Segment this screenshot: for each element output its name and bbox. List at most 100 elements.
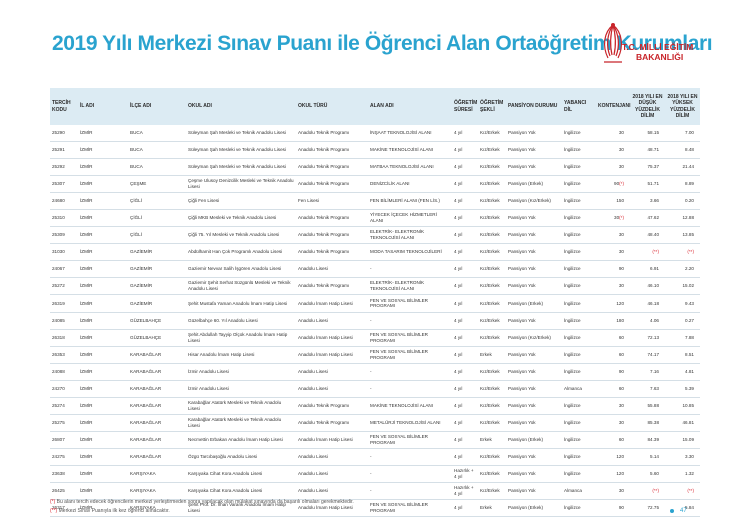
cell-pansiyon-durumu: Pansiyon (Kız/Erkek) [506, 329, 562, 347]
cell-ilce-adi: GAZİEMİR [128, 260, 186, 279]
cell-okul-turu: Anadolu Teknik Programı [296, 175, 368, 194]
cell-yabanci-dil: Almanca [562, 380, 596, 398]
cell-ilce-adi: GÜZELBAHÇE [128, 312, 186, 330]
cell-ogretim-sekli: Kız/Erkek [478, 260, 506, 279]
table-row: 25275 İZMİR KARABAĞLAR Karabağlar Atatürk M… [50, 414, 700, 432]
cell-ogretim-suresi: 4 yıl [452, 125, 478, 143]
cell-okul-adi: Güzelbahçe 60. Yıl Anadolu Lisesi [186, 312, 296, 330]
cell-alan-adi: - [368, 482, 452, 501]
cell-ogretim-sekli: Kız/Erkek [478, 448, 506, 466]
cell-pansiyon-durumu: Pansiyon (Erkek) [506, 431, 562, 449]
cell-il-adi: İZMİR [78, 243, 128, 262]
cell-pansiyon-durumu: Pansiyon Yok [506, 482, 562, 501]
cell-yabanci-dil: İngilizce [562, 243, 596, 262]
cell-ogretim-sekli: Kız/Erkek [478, 209, 506, 228]
footnote-2: (**) Merkezi Sınav Puanıyla ilk kez öğre… [50, 507, 354, 516]
cell-en-dusuk-dilim: 47.62 [630, 209, 665, 228]
cell-en-dusuk-dilim: 48.71 [630, 141, 665, 160]
page-number: 47 [680, 508, 687, 514]
cell-okul-adi: Karşıyaka Cihat Kora Anadolu Lisesi [186, 482, 296, 501]
cell-pansiyon-durumu: Pansiyon (Erkek) [506, 175, 562, 194]
ministry-logo: T.C. MİLLİ EĞİTİM BAKANLIĞI [598, 18, 693, 78]
cell-en-dusuk-dilim: 7.63 [630, 380, 665, 398]
cell-en-yuksek-dilim: 21.44 [665, 158, 700, 177]
cell-pansiyon-durumu: Pansiyon Yok [506, 380, 562, 398]
cell-ogretim-sekli: Kız/Erkek [478, 277, 506, 296]
cell-ogretim-suresi: 4 yıl [452, 209, 478, 228]
table-row: 26318 İZMİR GÜZELBAHÇE Şehit Abdullah Tayyi… [50, 329, 700, 347]
cell-ogretim-sekli: Kız/Erkek [478, 363, 506, 381]
cell-alan-adi: MAKİNE TEKNOLOJİSİ ALANI [368, 397, 452, 415]
cell-okul-adi: Gaziemir Şehit Serhat Süzgünlü Mesleki v… [186, 277, 296, 296]
cell-kontenjan: 90 [596, 499, 630, 518]
cell-kontenjan: 30 [596, 158, 630, 177]
cell-il-adi: İZMİR [78, 277, 128, 296]
cell-tercih-kodu: 26318 [50, 329, 78, 347]
cell-kontenjan: 60 [596, 329, 630, 347]
cell-yabanci-dil: İngilizce [562, 125, 596, 143]
cell-en-yuksek-dilim: 3.30 [665, 448, 700, 466]
cell-en-dusuk-dilim: 72.75 [630, 499, 665, 518]
cell-alan-adi: YİYECEK İÇECEK HİZMETLERİ ALANI [368, 209, 452, 228]
col-header-kontenjan: KONTENJANI [596, 88, 631, 125]
cell-en-yuksek-dilim: 8.89 [665, 175, 700, 194]
cell-alan-adi: MODA TASARIM TEKNOLOJİLERİ [368, 243, 452, 262]
cell-ilce-adi: GÜZELBAHÇE [128, 329, 186, 347]
cell-pansiyon-durumu: Pansiyon Yok [506, 312, 562, 330]
cell-okul-adi: Karabağlar Atatürk Mesleki ve Teknik Ana… [186, 414, 296, 432]
cell-yabanci-dil: İngilizce [562, 397, 596, 415]
cell-ogretim-sekli: Kız/Erkek [478, 158, 506, 177]
cell-ogretim-suresi: 4 yıl [452, 329, 478, 347]
table-row: 24067 İZMİR GAZİEMİR Gaziemir Nevvar Salih … [50, 260, 700, 279]
cell-ogretim-sekli: Kız/Erkek [478, 243, 506, 262]
cell-ilce-adi: KARABAĞLAR [128, 414, 186, 432]
cell-yabanci-dil: İngilizce [562, 431, 596, 449]
cell-ogretim-suresi: 4 yıl [452, 499, 478, 518]
cell-ogretim-suresi: 4 yıl [452, 431, 478, 449]
logo-text-line1: T.C. MİLLİ EĞİTİM [622, 42, 694, 52]
cell-okul-adi: Çiğli Fen Lisesi [186, 192, 296, 211]
cell-il-adi: İZMİR [78, 431, 128, 449]
cell-tercih-kodu: 25292 [50, 158, 78, 177]
cell-en-yuksek-dilim: 1.32 [665, 465, 700, 483]
cell-en-dusuk-dilim: 3.66 [630, 192, 665, 211]
cell-alan-adi: FEN VE SOSYAL BİLİMLER PROGRAMI [368, 499, 452, 518]
cell-ilce-adi: GAZİEMİR [128, 243, 186, 262]
cell-ogretim-suresi: 4 yıl [452, 175, 478, 194]
cell-tercih-kodu: 26425 [50, 482, 78, 501]
cell-ilce-adi: KARABAĞLAR [128, 346, 186, 364]
cell-en-dusuk-dilim: 4.06 [630, 312, 665, 330]
cell-en-yuksek-dilim: 7.00 [665, 125, 700, 143]
cell-kontenjan: 150 [596, 192, 630, 211]
cell-en-dusuk-dilim: 48.40 [630, 226, 665, 245]
cell-il-adi: İZMİR [78, 226, 128, 245]
table-row: 25292 İZMİR BUCA Süleyman Şah Mesleki ve Te… [50, 158, 700, 177]
cell-alan-adi: METALÜRJİ TEKNOLOJİSİ ALANI [368, 414, 452, 432]
cell-pansiyon-durumu: Pansiyon Yok [506, 243, 562, 262]
cell-tercih-kodu: 25307 [50, 175, 78, 194]
cell-ilce-adi: GAZİEMİR [128, 294, 186, 313]
cell-ogretim-sekli: Kız/Erkek [478, 482, 506, 501]
cell-en-yuksek-dilim: 15.09 [665, 431, 700, 449]
cell-ogretim-suresi: 4 yıl [452, 260, 478, 279]
cell-tercih-kodu: 24088 [50, 363, 78, 381]
cell-ogretim-sekli: Kız/Erkek [478, 380, 506, 398]
col-header-okul: OKUL ADI [186, 88, 296, 125]
cell-ogretim-suresi: 4 yıl [452, 363, 478, 381]
cell-pansiyon-durumu: Pansiyon Yok [506, 260, 562, 279]
cell-kontenjan: 30 [596, 243, 630, 262]
cell-okul-turu: Anadolu Teknik Programı [296, 158, 368, 177]
cell-tercih-kodu: 25272 [50, 277, 78, 296]
cell-il-adi: İZMİR [78, 260, 128, 279]
cell-il-adi: İZMİR [78, 448, 128, 466]
cell-en-yuksek-dilim: 5.39 [665, 380, 700, 398]
cell-okul-turu: Anadolu Lisesi [296, 465, 368, 483]
cell-il-adi: İZMİR [78, 363, 128, 381]
cell-okul-turu: Anadolu Lisesi [296, 260, 368, 279]
footnote-2-text: Merkezi Sınav Puanıyla ilk kez öğrenci a… [58, 508, 170, 514]
cell-okul-turu: Anadolu Teknik Programı [296, 414, 368, 432]
cell-kontenjan: 60 [596, 431, 630, 449]
cell-okul-turu: Anadolu Lisesi [296, 448, 368, 466]
cell-alan-adi: - [368, 380, 452, 398]
cell-en-yuksek-dilim: 8.51 [665, 346, 700, 364]
